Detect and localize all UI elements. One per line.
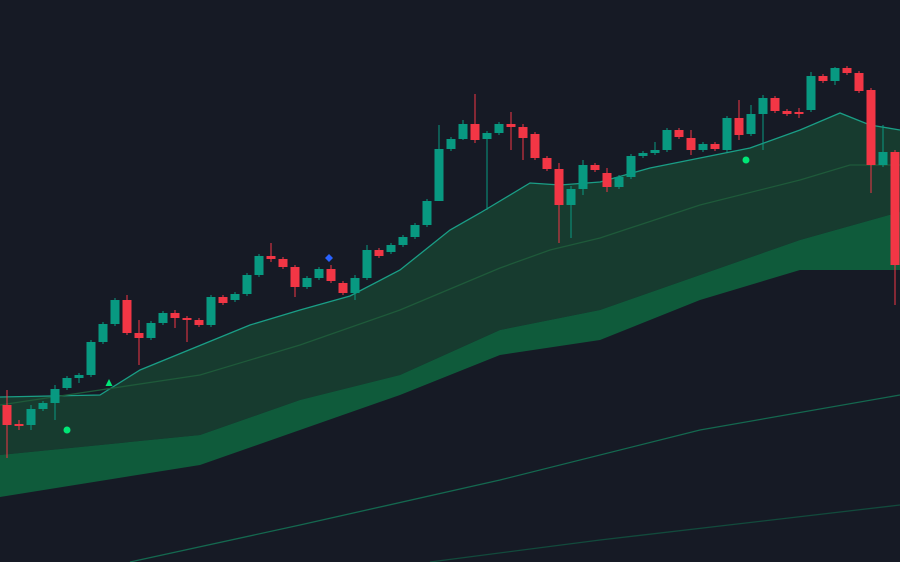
- candle-body: [122, 300, 132, 333]
- candle-body: [614, 177, 624, 187]
- candle-body: [770, 98, 780, 111]
- candle-body: [530, 134, 540, 158]
- candle-body: [794, 112, 804, 114]
- candle-body: [338, 283, 348, 293]
- candle-body: [470, 124, 480, 140]
- indicator-line: [429, 504, 900, 562]
- candle-body: [398, 237, 408, 245]
- candle-body: [446, 139, 456, 149]
- indicator-line: [0, 112, 900, 398]
- signal-dot: [63, 426, 71, 434]
- candle-body: [626, 156, 636, 177]
- indicator-line: [0, 164, 900, 406]
- candle-body: [254, 256, 264, 275]
- candle-body: [266, 256, 276, 259]
- candle-body: [554, 169, 564, 205]
- candle-body: [302, 278, 312, 287]
- candle-body: [674, 130, 684, 137]
- candle-body: [698, 144, 708, 150]
- candle-body: [386, 245, 396, 252]
- candle-body: [866, 90, 876, 165]
- candle-body: [878, 152, 888, 165]
- candle-body: [482, 133, 492, 139]
- candle-body: [602, 173, 612, 187]
- candle-body: [278, 259, 288, 267]
- candle-body: [314, 269, 324, 278]
- candle-body: [410, 225, 420, 237]
- candle-body: [590, 165, 600, 170]
- candle-body: [218, 297, 228, 303]
- candle-body: [458, 124, 468, 139]
- signal-triangle: [105, 379, 113, 386]
- band-fill: [0, 113, 900, 455]
- candle-body: [830, 68, 840, 81]
- candle-body: [806, 76, 816, 110]
- candle-body: [782, 111, 792, 114]
- candle-body: [686, 138, 696, 150]
- candle-body: [818, 76, 828, 81]
- candle-body: [362, 250, 372, 278]
- candle-body: [38, 403, 48, 409]
- candle-body: [542, 158, 552, 169]
- candle-body: [722, 118, 732, 150]
- candle-body: [638, 153, 648, 156]
- candle-body: [290, 267, 300, 287]
- candle-body: [758, 98, 768, 114]
- signal-dot: [742, 156, 750, 164]
- candle-body: [506, 124, 516, 127]
- candle-body: [134, 333, 144, 338]
- indicator-line: [129, 394, 900, 562]
- candle-body: [710, 144, 720, 149]
- candle-body: [434, 149, 444, 201]
- candle-body: [326, 269, 336, 281]
- signal-diamond: [325, 254, 333, 262]
- candle-body: [374, 250, 384, 256]
- candle-body: [110, 300, 120, 324]
- candle-body: [230, 294, 240, 300]
- candle-body: [74, 375, 84, 378]
- candle-body: [842, 68, 852, 73]
- candle-body: [182, 318, 192, 320]
- candle-body: [494, 124, 504, 133]
- candle-body: [734, 118, 744, 135]
- band-fill: [0, 212, 900, 497]
- candle-body: [194, 320, 204, 325]
- candle-body: [854, 73, 864, 91]
- candle-body: [662, 130, 672, 150]
- candle-body: [26, 409, 36, 425]
- candle-body: [350, 278, 360, 293]
- candle-body: [518, 127, 528, 138]
- candle-body: [86, 342, 96, 375]
- candle-body: [206, 297, 216, 325]
- candle-body: [746, 114, 756, 134]
- candle-body: [62, 378, 72, 388]
- candle-body: [50, 389, 60, 403]
- candle-body: [146, 323, 156, 338]
- candle-body: [890, 152, 900, 265]
- candle-body: [170, 313, 180, 318]
- candle-body: [566, 189, 576, 205]
- candle-body: [2, 405, 12, 425]
- candle-body: [98, 324, 108, 342]
- candle-body: [650, 150, 660, 153]
- candle-body: [14, 424, 24, 426]
- candle-body: [422, 201, 432, 225]
- candle-body: [242, 275, 252, 294]
- candle-body: [158, 313, 168, 323]
- candle-body: [578, 165, 588, 189]
